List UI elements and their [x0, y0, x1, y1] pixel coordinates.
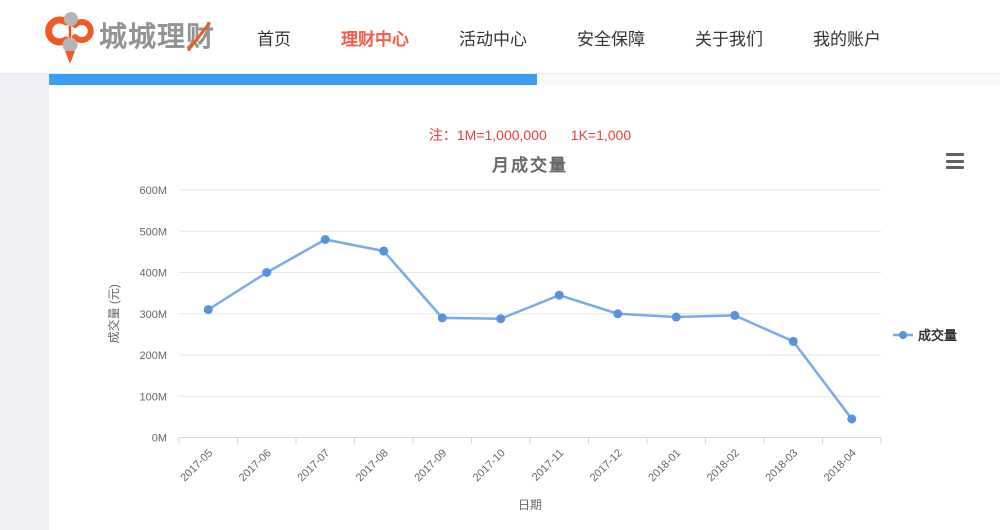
nav-item-security[interactable]: 安全保障	[577, 29, 645, 49]
legend-label: 成交量	[918, 328, 958, 343]
x-axis-tick-label: 2018-02	[705, 447, 742, 484]
x-axis-tick-label: 2018-03	[763, 447, 800, 484]
y-axis-tick-label: 0M	[152, 433, 167, 445]
y-axis-title: 成交量 (元)	[106, 284, 121, 343]
note-item-1k: 1K=1,000	[570, 127, 632, 143]
y-axis-tick-label: 500M	[139, 226, 167, 238]
x-axis-tick-label: 2018-04	[822, 447, 859, 484]
data-point-marker[interactable]	[847, 414, 857, 424]
legend-item-volume[interactable]: 成交量	[893, 325, 957, 344]
main-nav: 首页 理财中心 活动中心 安全保障 关于我们 我的账户	[257, 0, 881, 74]
series-line	[207, 238, 853, 421]
line-chart-canvas[interactable]: 0M 100M 200M 300M 400M 500M 600M 2017-05 2017-06…	[49, 85, 1000, 530]
y-axis-tick-label: 400M	[139, 268, 167, 280]
x-axis-title: 日期	[518, 498, 542, 512]
y-axis-tick-label: 300M	[139, 309, 167, 321]
x-axis-tick-label: 2017-12	[588, 447, 625, 484]
nav-item-home[interactable]: 首页	[257, 29, 291, 49]
chart-unit-note: 注：1M=1,000,000 1K=1,000	[179, 125, 881, 145]
data-point-marker[interactable]	[379, 246, 389, 256]
x-axis-tick-label: 2017-06	[237, 447, 274, 484]
data-point-marker[interactable]	[320, 235, 330, 244]
data-point-marker[interactable]	[730, 310, 740, 320]
legend-line-marker-icon	[893, 330, 913, 339]
data-point-marker[interactable]	[613, 309, 623, 319]
logo-text: 城城理财	[99, 21, 216, 52]
content-panel: 注：1M=1,000,000 1K=1,000 月成交量 0M 100M 200M 30…	[49, 74, 1000, 530]
chart-section: 注：1M=1,000,000 1K=1,000 月成交量 0M 100M 200M 30…	[49, 85, 1000, 530]
note-item-1m: 1M=1,000,000	[456, 127, 547, 143]
nav-item-activity-center[interactable]: 活动中心	[459, 29, 527, 49]
x-axis-tick-label: 2017-05	[178, 447, 215, 484]
x-axis-tick-label: 2017-07	[295, 447, 332, 484]
progress-bar-fill	[49, 74, 537, 85]
x-axis-tick-label: 2018-01	[646, 447, 683, 484]
y-axis-tick-label: 200M	[139, 350, 167, 362]
site-header: 城城理财 首页 理财中心 活动中心 安全保障 关于我们 我的账户	[0, 0, 1000, 74]
nav-item-my-account[interactable]: 我的账户	[813, 29, 881, 49]
site-logo[interactable]: 城城理财	[44, 9, 215, 65]
data-point-marker[interactable]	[788, 336, 798, 346]
data-point-marker[interactable]	[671, 312, 681, 322]
logo-icon	[45, 12, 94, 64]
x-axis-tick-label: 2017-10	[471, 447, 508, 484]
x-axis-tick-label: 2017-08	[354, 447, 391, 484]
note-prefix: 注：	[428, 127, 457, 143]
chart-title: 月成交量	[492, 156, 568, 175]
y-axis-tick-label: 600M	[139, 185, 167, 197]
hamburger-icon	[946, 153, 964, 156]
nav-item-finance-center[interactable]: 理财中心	[341, 29, 409, 49]
nav-item-about-us[interactable]: 关于我们	[695, 29, 763, 49]
chart-context-menu-button[interactable]	[943, 151, 967, 171]
data-point-marker[interactable]	[203, 305, 213, 315]
x-axis-tick-label: 2017-11	[530, 447, 566, 483]
y-axis-tick-label: 100M	[139, 391, 167, 403]
progress-track	[49, 74, 1000, 85]
x-axis-tick-label: 2017-09	[412, 447, 449, 484]
data-point-marker[interactable]	[437, 313, 447, 323]
data-point-marker[interactable]	[496, 314, 506, 324]
data-point-marker[interactable]	[554, 290, 564, 300]
data-point-marker[interactable]	[262, 268, 272, 277]
